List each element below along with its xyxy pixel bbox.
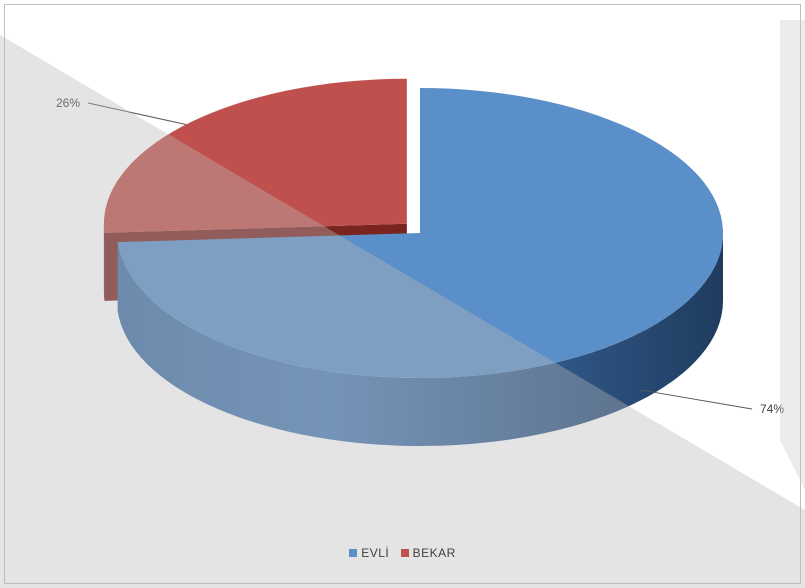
legend-item-bekar: BEKAR — [401, 545, 456, 560]
legend-swatch-bekar — [401, 549, 409, 557]
screen-overlay-right — [780, 20, 805, 490]
legend-label-bekar: BEKAR — [413, 546, 456, 560]
legend-item-evli: EVLİ — [349, 545, 389, 560]
leader-line-evli — [641, 390, 752, 409]
legend-swatch-evli — [349, 549, 357, 557]
legend-label-evli: EVLİ — [361, 546, 389, 560]
legend: EVLİ BEKAR — [0, 545, 805, 560]
